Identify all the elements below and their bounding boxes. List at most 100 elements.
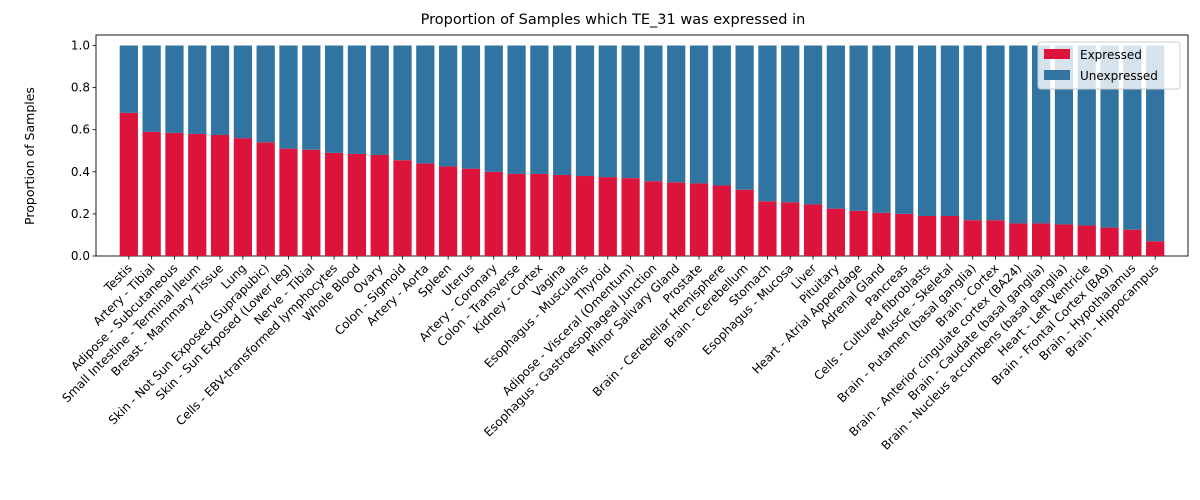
bar-unexpressed	[302, 45, 321, 150]
bar-unexpressed	[644, 45, 663, 182]
bar-expressed	[119, 112, 138, 256]
legend: Expressed Unexpressed	[1037, 41, 1181, 90]
bar-unexpressed	[781, 45, 800, 203]
bar-expressed	[781, 202, 800, 256]
bar-unexpressed	[256, 45, 275, 143]
y-axis-ticks: 0.0 0.2 0.4 0.6 0.8 1.0	[71, 39, 96, 263]
bar-unexpressed	[849, 45, 868, 211]
bar-unexpressed	[735, 45, 754, 190]
bar-unexpressed	[142, 45, 161, 132]
bar-unexpressed	[393, 45, 412, 161]
axes-frame	[95, 34, 1189, 257]
bar-unexpressed	[507, 45, 526, 174]
bar-expressed	[1123, 229, 1142, 256]
bar-unexpressed	[1032, 45, 1051, 224]
bar-unexpressed	[279, 45, 298, 149]
bars	[119, 45, 1165, 256]
bar-expressed	[1100, 227, 1119, 256]
bar-expressed	[644, 181, 663, 256]
bar-expressed	[1032, 223, 1051, 256]
bar-expressed	[484, 171, 503, 256]
bar-unexpressed	[553, 45, 572, 175]
legend-label: Expressed	[1080, 48, 1142, 62]
bar-unexpressed	[872, 45, 891, 213]
bar-expressed	[1054, 224, 1074, 256]
bar-unexpressed	[895, 45, 914, 214]
bar-unexpressed	[370, 45, 389, 155]
bar-expressed	[1009, 223, 1028, 256]
y-tick-label: 0.0	[71, 249, 90, 263]
bar-unexpressed	[416, 45, 435, 164]
bar-expressed	[553, 174, 572, 256]
y-axis-label: Proportion of Samples	[22, 87, 37, 225]
chart-title: Proportion of Samples which TE_31 was ex…	[421, 12, 806, 28]
bar-expressed	[439, 166, 458, 256]
bar-unexpressed	[324, 45, 344, 153]
bar-unexpressed	[530, 45, 549, 174]
y-tick-label: 0.2	[71, 207, 90, 221]
bar-expressed	[324, 152, 344, 256]
bar-unexpressed	[1009, 45, 1028, 224]
bar-expressed	[530, 173, 549, 256]
legend-swatch	[1044, 49, 1070, 59]
legend-swatch	[1044, 70, 1070, 80]
bar-unexpressed	[165, 45, 184, 133]
bar-unexpressed	[689, 45, 709, 184]
bar-unexpressed	[826, 45, 845, 209]
bar-expressed	[895, 213, 914, 256]
bar-expressed	[735, 189, 754, 256]
legend-label: Unexpressed	[1080, 69, 1158, 83]
bar-expressed	[667, 182, 686, 256]
bar-expressed	[279, 148, 298, 256]
bar-expressed	[416, 163, 435, 256]
bar-unexpressed	[963, 45, 982, 221]
bar-expressed	[689, 183, 709, 256]
bar-expressed	[302, 149, 321, 256]
y-tick-label: 1.0	[71, 39, 90, 53]
bar-expressed	[917, 216, 937, 256]
bar-unexpressed	[1146, 45, 1165, 242]
bar-expressed	[370, 154, 389, 256]
bar-expressed	[347, 153, 367, 256]
bar-unexpressed	[803, 45, 823, 205]
bar-unexpressed	[347, 45, 367, 154]
bar-expressed	[575, 176, 595, 256]
plot-area	[95, 34, 1189, 257]
bar-expressed	[872, 212, 891, 256]
bar-unexpressed	[188, 45, 207, 134]
bar-unexpressed	[210, 45, 230, 135]
legend-box	[1037, 41, 1181, 90]
bar-unexpressed	[484, 45, 503, 172]
bar-unexpressed	[1054, 45, 1074, 225]
bar-unexpressed	[119, 45, 138, 113]
bar-unexpressed	[1077, 45, 1096, 226]
bar-expressed	[461, 168, 481, 256]
bar-unexpressed	[598, 45, 617, 178]
bar-expressed	[393, 160, 412, 256]
bar-expressed	[598, 177, 617, 256]
bar-expressed	[826, 208, 845, 256]
bar-expressed	[165, 132, 184, 256]
bar-expressed	[963, 220, 982, 256]
bar-unexpressed	[758, 45, 777, 202]
bar-unexpressed	[1123, 45, 1142, 230]
y-tick-label: 0.8	[71, 81, 90, 95]
bar-unexpressed	[233, 45, 252, 139]
bar-expressed	[210, 134, 230, 256]
bar-expressed	[849, 210, 868, 256]
bar-expressed	[986, 220, 1005, 256]
bar-expressed	[233, 138, 252, 256]
bar-expressed	[188, 133, 207, 256]
bar-unexpressed	[986, 45, 1005, 221]
bar-expressed	[1077, 225, 1096, 256]
y-tick-label: 0.6	[71, 123, 90, 137]
bar-unexpressed	[439, 45, 458, 167]
bar-unexpressed	[712, 45, 731, 186]
bar-expressed	[758, 201, 777, 256]
bar-expressed	[1146, 241, 1165, 256]
bar-unexpressed	[940, 45, 960, 217]
bar-expressed	[803, 204, 823, 256]
y-tick-label: 0.4	[71, 165, 90, 179]
